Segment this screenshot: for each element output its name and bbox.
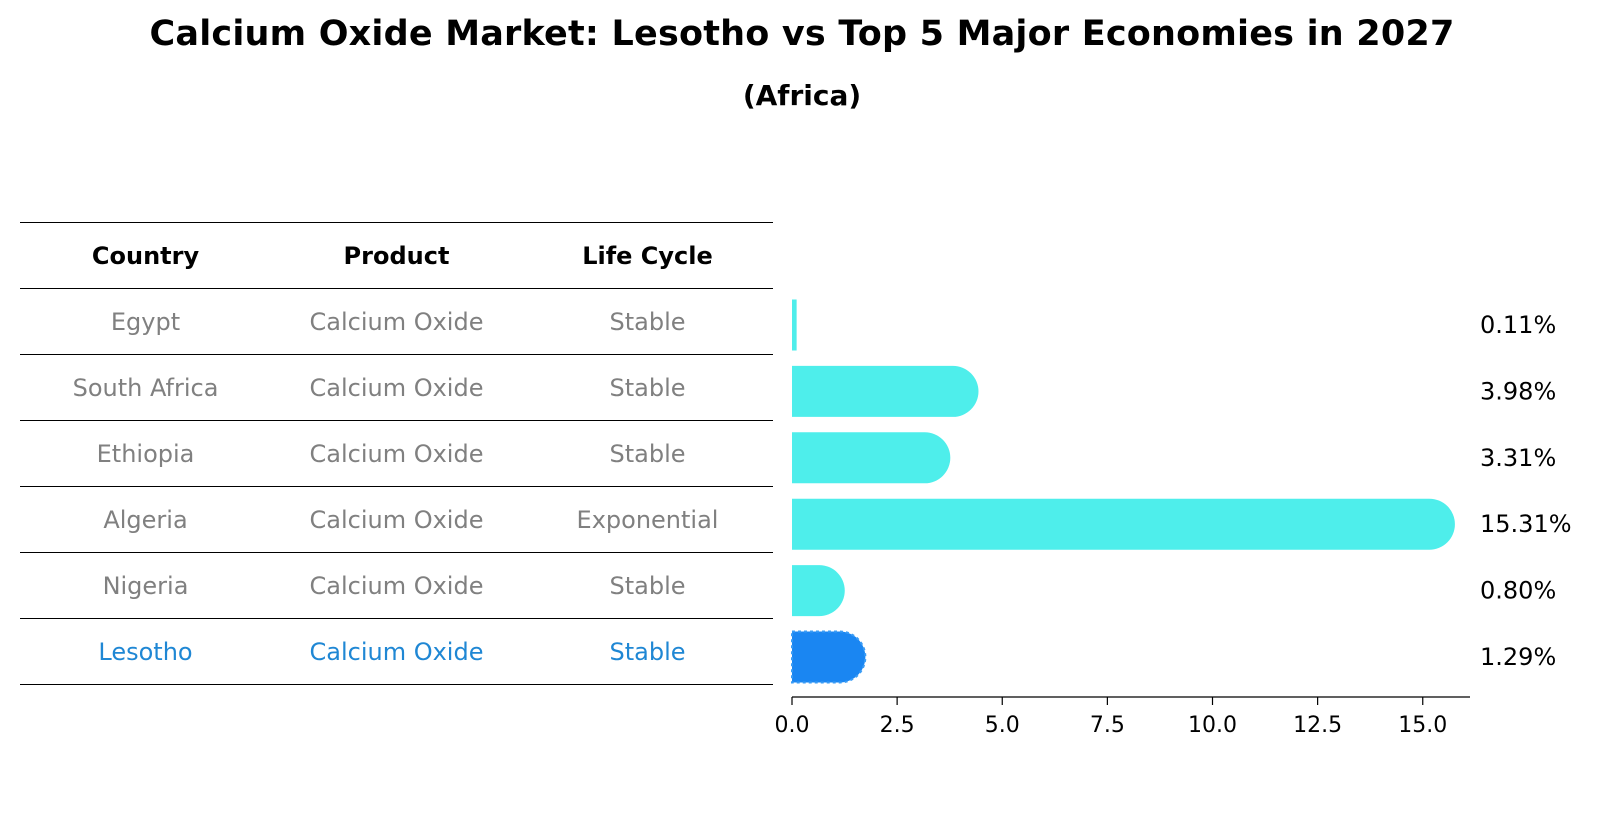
table-row: Lesotho Calcium Oxide Stable bbox=[20, 619, 773, 685]
table-row: Algeria Calcium Oxide Exponential bbox=[20, 487, 773, 553]
x-tick-label: 5.0 bbox=[985, 713, 1020, 738]
x-tick-label: 7.5 bbox=[1090, 713, 1125, 738]
value-label: 0.11% bbox=[1480, 311, 1556, 339]
cell-country: Lesotho bbox=[98, 637, 193, 666]
cell-product: Calcium Oxide bbox=[309, 505, 484, 534]
x-tick-label: 12.5 bbox=[1293, 713, 1342, 738]
table-row: South Africa Calcium Oxide Stable bbox=[20, 355, 773, 421]
cell-life-cycle: Stable bbox=[609, 373, 686, 402]
value-label: 3.98% bbox=[1480, 377, 1556, 405]
table-body: Country Product Life Cycle Egypt Calcium … bbox=[20, 222, 773, 685]
value-label: 15.31% bbox=[1480, 510, 1572, 538]
cell-product: Calcium Oxide bbox=[309, 307, 484, 336]
cell-life-cycle: Exponential bbox=[576, 505, 719, 534]
cell-country: Ethiopia bbox=[96, 439, 195, 468]
value-label: 1.29% bbox=[1480, 643, 1556, 671]
cell-life-cycle: Stable bbox=[609, 439, 686, 468]
chart-title: Calcium Oxide Market: Lesotho vs Top 5 M… bbox=[149, 14, 1455, 54]
cell-life-cycle: Stable bbox=[609, 571, 686, 600]
cell-product: Calcium Oxide bbox=[309, 637, 484, 666]
column-header-country: Country bbox=[91, 241, 200, 270]
cell-country: South Africa bbox=[72, 373, 219, 402]
value-label: 0.80% bbox=[1480, 577, 1556, 605]
column-header-product: Product bbox=[343, 241, 450, 270]
table-row: Ethiopia Calcium Oxide Stable bbox=[20, 421, 773, 487]
column-header-life-cycle: Life Cycle bbox=[582, 241, 713, 270]
x-tick-label: 0.0 bbox=[775, 713, 810, 738]
cell-product: Calcium Oxide bbox=[309, 439, 484, 468]
cell-product: Calcium Oxide bbox=[309, 571, 484, 600]
bar-egypt bbox=[792, 299, 797, 351]
table-header-row: Country Product Life Cycle bbox=[20, 223, 773, 289]
cell-country: Egypt bbox=[110, 307, 181, 336]
cell-life-cycle: Stable bbox=[609, 637, 686, 666]
cell-country: Nigeria bbox=[102, 571, 189, 600]
bar-south-africa bbox=[792, 365, 979, 417]
chart-subtitle: (Africa) bbox=[742, 79, 862, 112]
bar-ethiopia bbox=[792, 432, 951, 484]
table-rows: Egypt Calcium Oxide Stable South Africa Calc… bbox=[20, 289, 773, 685]
bar-nigeria bbox=[792, 565, 845, 617]
x-tick-label: 15.0 bbox=[1398, 713, 1447, 738]
bar-algeria bbox=[792, 498, 1455, 550]
table-row: Egypt Calcium Oxide Stable bbox=[20, 289, 773, 355]
data-table: Country Product Life Cycle Egypt Calcium … bbox=[20, 222, 773, 685]
cell-life-cycle: Stable bbox=[609, 307, 686, 336]
table-row: Nigeria Calcium Oxide Stable bbox=[20, 553, 773, 619]
x-tick-label: 10.0 bbox=[1188, 713, 1237, 738]
bar-lesotho bbox=[791, 630, 867, 684]
x-tick-label: 2.5 bbox=[880, 713, 915, 738]
cell-country: Algeria bbox=[103, 505, 188, 534]
cell-product: Calcium Oxide bbox=[309, 373, 484, 402]
value-label: 3.31% bbox=[1480, 444, 1556, 472]
